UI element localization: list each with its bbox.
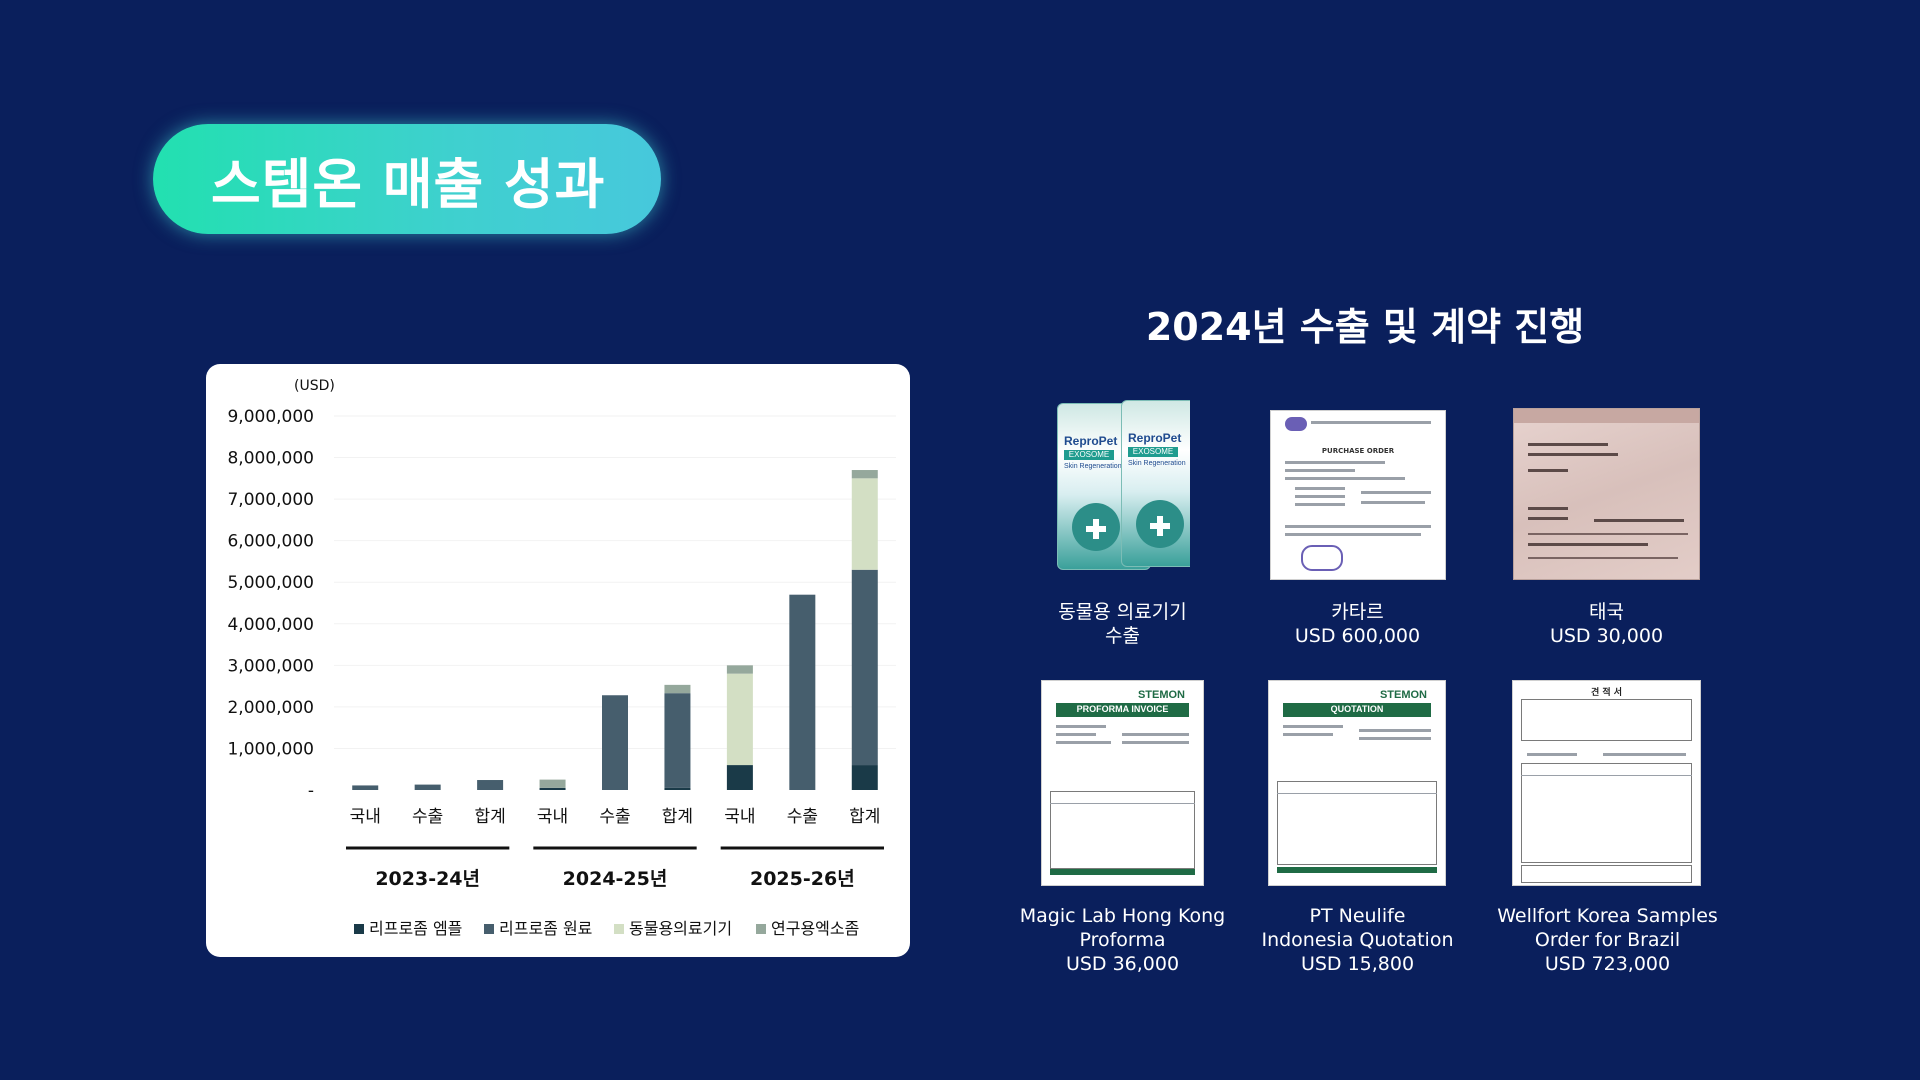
estimate-header-text: 견 적 서 <box>1590 688 1623 698</box>
x-category-label: 국내 <box>724 807 755 827</box>
bar-segment <box>851 765 878 790</box>
x-category-label: 국내 <box>350 807 381 827</box>
stamp-icon <box>1301 545 1343 571</box>
bar-segment <box>726 673 753 766</box>
x-category-label: 수출 <box>412 807 443 827</box>
legend-label: 리프로좀 엠플 <box>369 919 462 938</box>
caption-line: Proforma <box>1079 929 1166 951</box>
stemon-logo: STEMON <box>1379 689 1427 701</box>
bar-segment <box>477 780 504 790</box>
page-title: 스템온 매출 성과 <box>211 152 606 216</box>
proforma-header-text: PROFORMA INVOICE <box>1076 704 1169 714</box>
caption-line: 카타르 <box>1331 601 1384 623</box>
caption-magic-lab: Magic Lab Hong Kong Proforma USD 36,000 <box>1000 904 1245 976</box>
estimate-thumbnail: 견 적 서 <box>1512 680 1701 886</box>
bar-segment <box>352 785 379 790</box>
caption-qatar: 카타르 USD 600,000 <box>1245 600 1470 648</box>
product-photo-thumbnail: ReproPet EXOSOME Skin Regeneration Repro… <box>1055 400 1190 570</box>
caption-pt-neulife: PT Neulife Indonesia Quotation USD 15,80… <box>1240 904 1475 976</box>
qatar-purchase-order-thumbnail: PURCHASE ORDER <box>1270 410 1446 580</box>
caption-animal-medical-device: 동물용 의료기기 수출 <box>1010 600 1235 648</box>
bar-segment <box>851 470 878 479</box>
legend-label: 리프로좀 원료 <box>499 919 592 938</box>
x-category-label: 수출 <box>787 807 818 827</box>
product-band-text: EXOSOME <box>1064 450 1114 460</box>
quotation-header-text: QUOTATION <box>1330 704 1384 714</box>
caption-line: 수출 <box>1105 625 1140 647</box>
company-logo-icon <box>1285 417 1307 431</box>
bar-segment <box>726 665 753 674</box>
bar-segment <box>602 695 628 790</box>
bar-segment <box>539 779 566 788</box>
bar-segment <box>789 594 816 790</box>
product-brand-text: ReproPet <box>1128 431 1182 445</box>
bar-segment <box>664 684 691 694</box>
y-tick-label: - <box>308 781 314 801</box>
x-category-label: 합계 <box>849 807 880 827</box>
legend-label: 동물용의료기기 <box>629 919 732 938</box>
thailand-receipt-thumbnail <box>1513 408 1700 580</box>
caption-line: USD 15,800 <box>1300 953 1415 975</box>
legend-label: 연구용엑소좀 <box>771 919 859 938</box>
product-box-right: ReproPet EXOSOME Skin Regeneration <box>1121 400 1190 567</box>
caption-thailand: 태국 USD 30,000 <box>1494 600 1719 648</box>
legend-swatch <box>484 924 494 934</box>
export-section-title: 2024년 수출 및 계약 진행 <box>1145 305 1585 349</box>
bar-segment <box>851 569 878 766</box>
x-group-label: 2024-25년 <box>563 868 668 890</box>
legend-swatch <box>354 924 364 934</box>
bar-segment <box>414 784 441 790</box>
y-tick-label: 9,000,000 <box>227 407 314 427</box>
bar-segment <box>664 787 691 790</box>
legend-swatch <box>614 924 624 934</box>
quotation-thumbnail: STEMON QUOTATION <box>1268 680 1446 886</box>
product-sub-text: Skin Regeneration <box>1128 460 1186 467</box>
bar-segment <box>726 765 753 790</box>
caption-line: Wellfort Korea Samples <box>1497 905 1718 927</box>
y-tick-label: 6,000,000 <box>227 532 314 552</box>
caption-line: USD 30,000 <box>1549 625 1664 647</box>
product-brand-text: ReproPet <box>1064 434 1118 448</box>
bar-segment <box>539 787 566 790</box>
caption-line: 동물용 의료기기 <box>1058 601 1187 623</box>
stemon-logo: STEMON <box>1137 689 1185 701</box>
x-group-label: 2023-24년 <box>375 868 480 890</box>
y-tick-label: 2,000,000 <box>227 698 314 718</box>
y-tick-label: 3,000,000 <box>227 656 314 676</box>
product-band-text: EXOSOME <box>1128 447 1178 457</box>
x-group-label: 2025-26년 <box>750 868 855 890</box>
y-tick-label: 7,000,000 <box>227 490 314 510</box>
x-category-label: 국내 <box>537 807 568 827</box>
section-title-pill: 스템온 매출 성과 <box>153 124 661 234</box>
caption-line: USD 36,000 <box>1065 953 1180 975</box>
legend-swatch <box>756 924 766 934</box>
x-category-label: 합계 <box>474 807 505 827</box>
y-tick-label: 4,000,000 <box>227 615 314 635</box>
caption-line: 태국 <box>1589 601 1624 623</box>
caption-line: USD 600,000 <box>1294 625 1421 647</box>
x-category-label: 합계 <box>662 807 693 827</box>
caption-line: Magic Lab Hong Kong <box>1019 905 1226 927</box>
product-sub-text: Skin Regeneration <box>1064 463 1122 470</box>
bar-segment <box>664 693 691 788</box>
sales-stacked-bar-chart: (USD) 9,000,000 8,000,000 7,000,000 6,000,00… <box>227 378 896 938</box>
caption-line: Order for Brazil <box>1534 929 1681 951</box>
po-header-text: PURCHASE ORDER <box>1321 447 1395 455</box>
y-tick-label: 8,000,000 <box>227 449 314 469</box>
caption-line: PT Neulife <box>1309 905 1406 927</box>
x-category-label: 수출 <box>599 807 630 827</box>
sales-chart-card: (USD) 9,000,000 8,000,000 7,000,000 6,000,00… <box>206 364 910 957</box>
caption-line: Indonesia Quotation <box>1261 929 1454 951</box>
y-tick-label: 5,000,000 <box>227 573 314 593</box>
caption-wellfort: Wellfort Korea Samples Order for Brazil … <box>1480 904 1735 976</box>
y-unit-label: (USD) <box>294 378 335 394</box>
y-tick-label: 1,000,000 <box>227 739 314 759</box>
caption-line: USD 723,000 <box>1544 953 1671 975</box>
bar-segment <box>851 478 878 570</box>
proforma-invoice-thumbnail: STEMON PROFORMA INVOICE <box>1041 680 1204 886</box>
